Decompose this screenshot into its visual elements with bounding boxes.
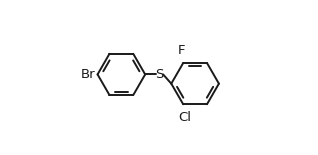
Text: Cl: Cl — [178, 111, 191, 124]
Text: Br: Br — [81, 68, 95, 81]
Text: S: S — [156, 68, 164, 81]
Text: F: F — [178, 44, 185, 57]
